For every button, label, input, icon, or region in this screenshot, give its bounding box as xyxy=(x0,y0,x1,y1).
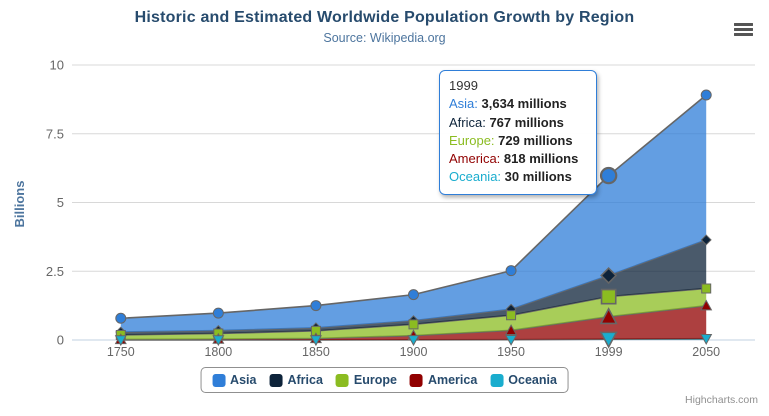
tooltip-series-value: 30 millions xyxy=(501,169,572,185)
marker-oceania-1750[interactable] xyxy=(114,335,127,347)
marker-africa-2050[interactable] xyxy=(700,234,712,246)
marker-america-1999[interactable] xyxy=(599,307,618,325)
y-axis-label-5: 5 xyxy=(57,195,64,210)
x-axis-label-2050: 2050 xyxy=(692,345,720,359)
legend: Asia Africa Europe America Oceania xyxy=(200,367,569,393)
tooltip-series-value: 3,634 millions xyxy=(477,96,567,112)
tooltip-series-name: Africa: xyxy=(449,114,486,130)
marker-asia-1850[interactable] xyxy=(310,300,322,312)
legend-swatch-america xyxy=(409,373,423,387)
series-area-africa[interactable] xyxy=(120,239,707,335)
marker-america-1950[interactable] xyxy=(505,324,518,336)
hamburger-icon xyxy=(734,27,753,31)
legend-item-europe[interactable]: Europe xyxy=(335,373,397,387)
x-axis-label-1950: 1950 xyxy=(497,345,525,359)
credits-link[interactable]: Highcharts.com xyxy=(685,394,758,406)
x-axis-label-1850: 1850 xyxy=(302,345,330,359)
legend-label: Oceania xyxy=(508,373,557,387)
tooltip-row-africa: Africa: 767 millions xyxy=(449,114,587,132)
marker-oceania-1999[interactable] xyxy=(599,331,618,349)
tooltip-row-america: America: 818 millions xyxy=(449,150,587,168)
legend-item-america[interactable]: America xyxy=(409,373,478,387)
marker-oceania-1900[interactable] xyxy=(407,335,420,347)
series-area-america[interactable] xyxy=(120,305,707,340)
tooltip-series-value: 729 millions xyxy=(494,132,573,148)
x-axis-label-1750: 1750 xyxy=(107,345,135,359)
marker-africa-1999[interactable] xyxy=(600,267,618,285)
legend-label: Asia xyxy=(230,373,257,387)
marker-oceania-1800[interactable] xyxy=(212,335,225,347)
tooltip-series-name: Oceania: xyxy=(449,169,502,185)
tooltip-series-value: 767 millions xyxy=(485,114,564,130)
tooltip-series-value: 818 millions xyxy=(500,151,579,167)
legend-swatch-africa xyxy=(269,373,283,387)
tooltip-row-europe: Europe: 729 millions xyxy=(449,132,587,150)
chart-subtitle: Source: Wikipedia.org xyxy=(323,31,446,45)
marker-europe-1900[interactable] xyxy=(408,319,419,330)
tooltip-series-name: Europe: xyxy=(449,132,495,148)
chart-title: Historic and Estimated Worldwide Populat… xyxy=(134,9,635,26)
series-area-asia[interactable] xyxy=(120,95,707,333)
legend-swatch-europe xyxy=(335,373,349,387)
context-menu-button[interactable] xyxy=(732,18,756,40)
y-axis-label-7.5: 7.5 xyxy=(46,126,64,141)
legend-item-africa[interactable]: Africa xyxy=(269,373,323,387)
legend-swatch-oceania xyxy=(490,373,504,387)
hamburger-icon xyxy=(734,32,753,36)
legend-item-asia[interactable]: Asia xyxy=(212,373,256,387)
marker-asia-1999[interactable] xyxy=(599,166,618,185)
x-axis-label-1900: 1900 xyxy=(400,345,428,359)
tooltip-series-name: Asia: xyxy=(449,96,478,112)
tooltip-header: 1999 xyxy=(449,78,478,93)
y-axis-label-0: 0 xyxy=(57,333,64,348)
y-axis-label-10: 10 xyxy=(50,58,64,73)
marker-america-2050[interactable] xyxy=(700,299,713,311)
marker-asia-2050[interactable] xyxy=(700,89,712,101)
marker-europe-1999[interactable] xyxy=(600,288,617,305)
marker-asia-1800[interactable] xyxy=(212,307,224,319)
legend-item-oceania[interactable]: Oceania xyxy=(490,373,557,387)
hamburger-icon xyxy=(734,22,753,26)
legend-label: Africa xyxy=(287,373,323,387)
marker-oceania-1950[interactable] xyxy=(505,334,518,346)
marker-europe-2050[interactable] xyxy=(701,283,712,294)
tooltip: 1999 Asia: 3,634 millions Africa: 767 mil… xyxy=(439,70,597,195)
y-axis-label-2.5: 2.5 xyxy=(46,264,64,279)
y-axis-title: Billions xyxy=(12,181,27,228)
marker-oceania-2050[interactable] xyxy=(700,334,713,345)
legend-label: Europe xyxy=(353,373,397,387)
marker-asia-1750[interactable] xyxy=(115,312,127,324)
marker-europe-1950[interactable] xyxy=(506,310,517,321)
marker-asia-1950[interactable] xyxy=(505,265,517,277)
tooltip-row-oceania: Oceania: 30 millions xyxy=(449,168,587,186)
x-axis-label-1999: 1999 xyxy=(595,345,623,359)
tooltip-series-name: America: xyxy=(449,151,501,167)
marker-oceania-1850[interactable] xyxy=(309,335,322,347)
legend-swatch-asia xyxy=(212,373,226,387)
legend-label: America xyxy=(427,373,478,387)
x-axis-label-1800: 1800 xyxy=(204,345,232,359)
tooltip-row-asia: Asia: 3,634 millions xyxy=(449,95,587,113)
marker-asia-1900[interactable] xyxy=(408,289,419,301)
